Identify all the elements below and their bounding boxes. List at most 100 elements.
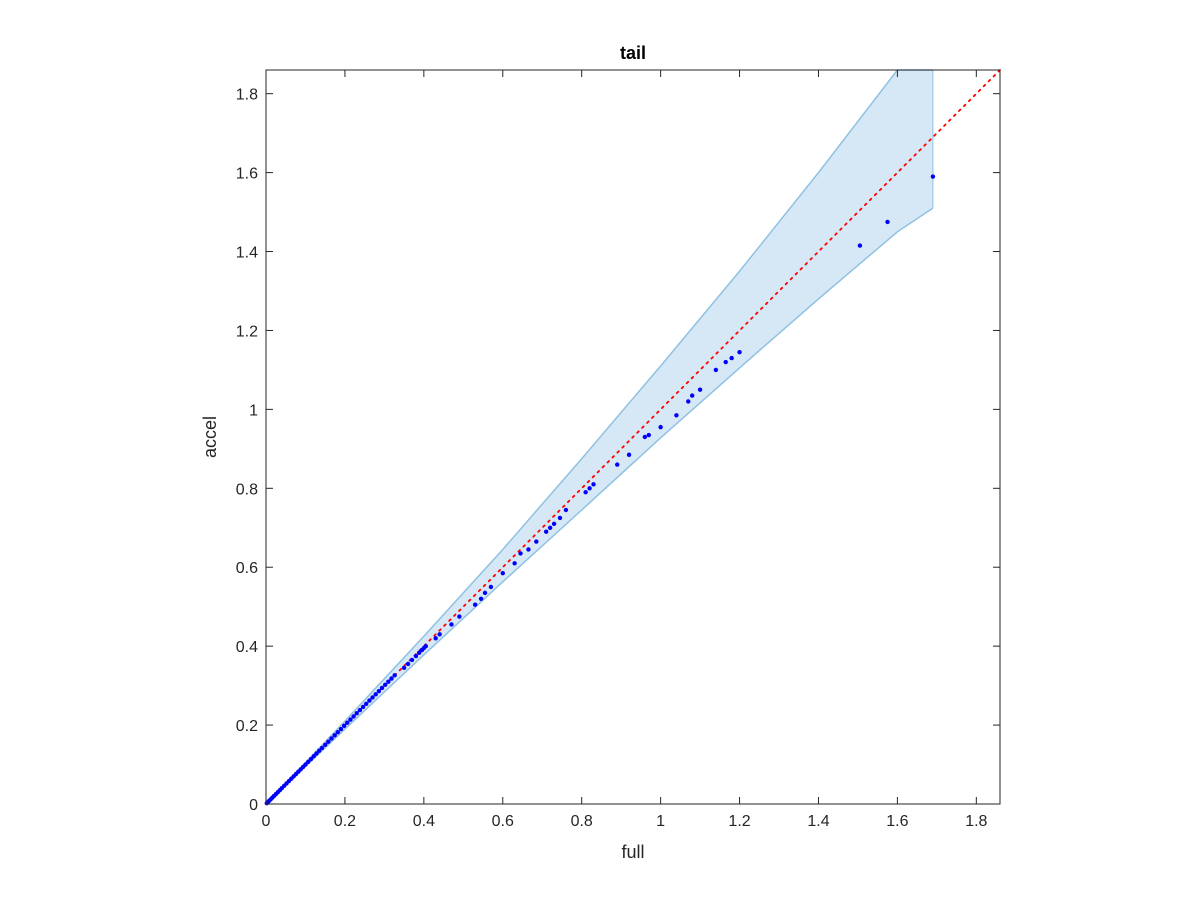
data-point (587, 486, 592, 491)
band-upper-edge (265, 69, 933, 805)
y-tick-label: 1.8 (236, 87, 258, 104)
data-point (543, 529, 549, 534)
y-tick-label: 1 (249, 402, 258, 419)
data-point (729, 355, 734, 361)
data-point (551, 521, 557, 527)
x-tick-label: 0.4 (413, 813, 435, 830)
data-point (930, 174, 936, 179)
chart-title: tail (620, 43, 646, 63)
y-tick-label: 0.4 (236, 639, 258, 656)
data-point (319, 745, 325, 751)
data-point (500, 570, 505, 576)
x-tick-label: 1.6 (886, 813, 908, 830)
data-point (413, 653, 419, 659)
data-point (348, 717, 353, 722)
x-axis-label: full (621, 842, 644, 862)
y-tick-label: 1.6 (236, 166, 258, 183)
data-point (557, 515, 563, 521)
data-point (308, 756, 314, 762)
data-point (338, 726, 344, 732)
y-tick-label: 1.2 (236, 323, 258, 340)
data-point (367, 698, 372, 703)
data-point (360, 704, 366, 710)
data-point (626, 452, 632, 457)
band-fill (266, 70, 933, 804)
data-point (737, 349, 742, 355)
data-point (472, 602, 478, 607)
data-point (518, 551, 523, 556)
y-axis-label: accel (200, 416, 220, 458)
y-tick-label: 0.6 (236, 560, 258, 577)
y-tick-label: 1.4 (236, 245, 258, 262)
data-point (329, 736, 334, 741)
x-tick-label: 0.8 (571, 813, 593, 830)
x-tick-label: 0 (262, 813, 271, 830)
data-point (376, 688, 382, 694)
data-point (857, 243, 863, 248)
data-point (401, 665, 407, 671)
data-point (646, 432, 651, 438)
data-point (526, 547, 531, 552)
data-point (364, 701, 369, 706)
data-point (332, 733, 337, 738)
x-tick-label: 1 (656, 813, 665, 830)
data-point (697, 387, 703, 392)
x-tick-label: 0.6 (492, 813, 514, 830)
data-point (386, 679, 391, 684)
data-point (723, 359, 728, 365)
data-point (416, 650, 422, 656)
data-point (335, 729, 341, 735)
reference-line (265, 69, 1001, 805)
data-point (885, 219, 890, 225)
data-point (482, 590, 488, 596)
data-point (615, 462, 620, 467)
data-point (326, 739, 331, 744)
data-point (303, 762, 308, 767)
data-point (314, 751, 319, 756)
data-point (449, 622, 454, 627)
data-point (674, 413, 679, 418)
data-point (379, 685, 385, 691)
data-point (357, 707, 363, 713)
data-point (658, 424, 663, 430)
data-point (389, 676, 394, 681)
data-point (341, 723, 347, 729)
y-tick-label: 0 (249, 797, 258, 814)
data-point (512, 561, 517, 566)
data-points (264, 174, 936, 806)
data-point (437, 632, 442, 637)
data-point (373, 692, 378, 697)
data-point (392, 673, 397, 678)
data-point (322, 742, 328, 748)
data-point (317, 748, 322, 753)
data-point (534, 539, 539, 544)
data-point (354, 711, 359, 716)
y-tick-label: 0.8 (236, 481, 258, 498)
data-point (351, 714, 356, 719)
data-point (686, 399, 691, 404)
data-point (583, 490, 588, 495)
axes-box (265, 69, 1001, 805)
data-point (713, 367, 719, 373)
data-point (591, 482, 596, 487)
data-point (642, 434, 648, 440)
data-point (423, 643, 429, 649)
data-point (478, 596, 484, 601)
x-tick-label: 1.8 (965, 813, 987, 830)
y-tick-label: 0.2 (236, 718, 258, 735)
data-point (457, 614, 462, 619)
confidence-band (265, 69, 934, 805)
data-point (306, 759, 311, 764)
data-point (563, 507, 569, 513)
x-tick-label: 1.2 (728, 813, 750, 830)
data-point (433, 636, 438, 641)
ticks: 00 0.2 0.2 0.4 0.4 0.6 0.6 0.8 0.8 1 1 1.2 1.2 1.4 1.4… (236, 70, 1000, 830)
x-tick-label: 0.2 (334, 813, 356, 830)
data-point (382, 682, 388, 688)
reference-line-layer (265, 69, 1001, 805)
data-point (689, 393, 695, 398)
data-point (488, 584, 494, 590)
data-point (547, 525, 553, 530)
